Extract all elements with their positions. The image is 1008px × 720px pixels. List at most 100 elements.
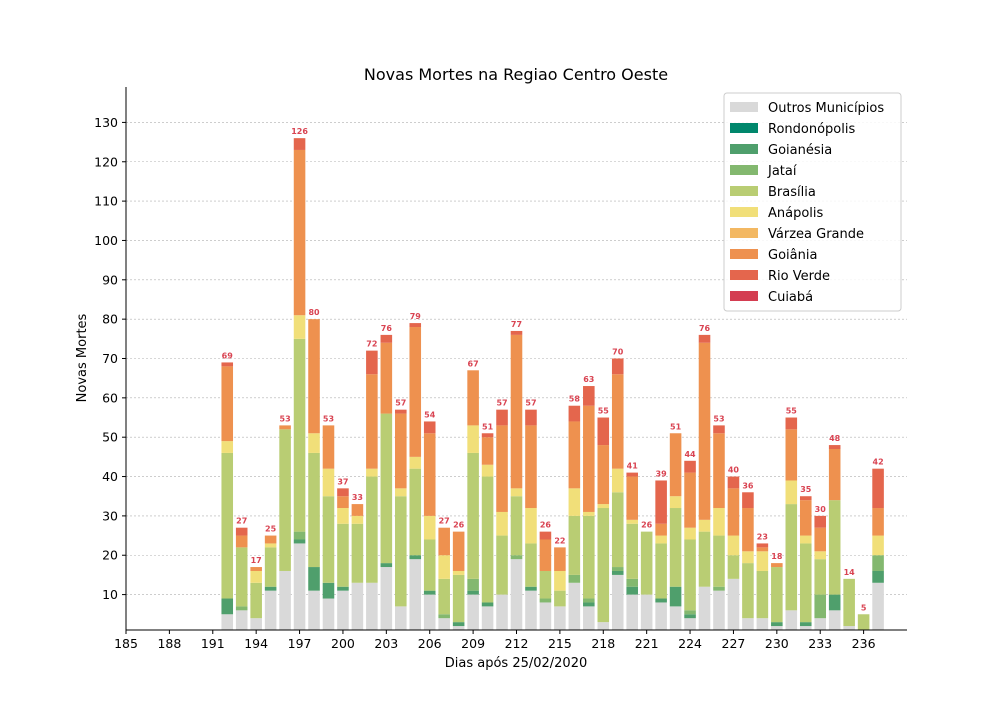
bar-segment-anapolis-217 <box>583 511 595 516</box>
bar-segment-outros-200 <box>337 590 349 630</box>
total-label-219: 70 <box>612 348 624 357</box>
legend-label-anapolis: Anápolis <box>768 206 824 221</box>
bar-segment-rioverde-229 <box>756 543 769 548</box>
total-label-231: 55 <box>786 407 798 416</box>
bar-segment-brasilia-217 <box>583 515 595 599</box>
bar-segment-outros-210 <box>481 606 494 630</box>
total-label-234: 48 <box>829 434 841 443</box>
bar-segment-goiania-212 <box>510 334 523 489</box>
bar-segment-anapolis-226 <box>713 508 725 536</box>
bar-stack-day-234 <box>828 445 841 630</box>
bar-segment-goiania-194 <box>250 567 262 571</box>
bar-segment-brasilia-196 <box>279 429 291 571</box>
bar-segment-outros-214 <box>539 602 552 630</box>
total-label-194: 17 <box>251 556 262 565</box>
bar-segment-goianesia-220 <box>626 586 638 595</box>
bar-segment-outros-207 <box>438 618 450 630</box>
bar-segment-jatai-220 <box>626 578 638 587</box>
bar-segment-brasilia-230 <box>771 567 783 623</box>
total-label-232: 35 <box>800 485 812 494</box>
total-label-195: 25 <box>265 525 277 534</box>
bar-segment-outros-225 <box>698 586 711 630</box>
y-tick-label-100: 100 <box>94 233 118 248</box>
x-tick-label-197: 197 <box>288 636 312 651</box>
legend-swatch-brasilia <box>730 186 758 196</box>
bar-stack-day-193 <box>235 527 248 630</box>
bar-segment-anapolis-210 <box>481 464 494 477</box>
total-label-213: 57 <box>525 399 536 408</box>
bar-segment-goiania-213 <box>525 425 537 509</box>
total-label-228: 36 <box>742 481 754 490</box>
bar-segment-jatai-207 <box>438 614 450 619</box>
bar-segment-anapolis-208 <box>452 570 465 575</box>
bar-stack-day-198 <box>308 319 320 630</box>
bar-segment-goianesia-198 <box>308 567 320 591</box>
total-label-223: 51 <box>670 422 682 431</box>
bar-stack-day-229 <box>756 543 769 630</box>
bar-stack-day-228 <box>742 492 754 630</box>
total-label-208: 26 <box>453 521 465 530</box>
total-label-230: 18 <box>771 552 783 561</box>
bar-segment-outros-201 <box>351 582 364 630</box>
bar-segment-goiania-227 <box>727 488 740 536</box>
total-label-224: 44 <box>684 450 696 459</box>
bar-segment-goiania-214 <box>539 539 552 571</box>
bar-segment-rioverde-224 <box>684 460 696 473</box>
bar-segment-jatai-226 <box>713 586 725 591</box>
bar-segment-outros-230 <box>771 626 783 630</box>
bar-segment-outros-197 <box>293 543 306 630</box>
bar-segment-outros-227 <box>727 578 740 630</box>
y-tick-label-20: 20 <box>102 548 118 563</box>
bar-stack-day-232 <box>799 496 812 630</box>
total-label-225: 76 <box>699 324 711 333</box>
bar-segment-anapolis-206 <box>423 515 436 540</box>
bar-segment-brasilia-233 <box>814 559 827 595</box>
bar-segment-outros-196 <box>279 570 291 630</box>
bar-segment-anapolis-204 <box>395 488 407 497</box>
bar-segment-outros-192 <box>221 614 234 630</box>
bar-segment-anapolis-215 <box>554 570 566 591</box>
bar-segment-jatai-217 <box>583 598 595 603</box>
bar-segment-outros-217 <box>583 606 595 630</box>
bar-segment-goianesia-210 <box>481 602 494 607</box>
bar-segment-goiania-200 <box>337 496 349 509</box>
bar-segment-rioverde-202 <box>366 350 378 375</box>
bar-segment-outros-193 <box>235 610 248 630</box>
bar-segment-rioverde-217 <box>583 386 595 406</box>
y-tick-label-60: 60 <box>102 390 118 405</box>
bar-segment-brasilia-218 <box>597 508 610 623</box>
bar-stack-day-209 <box>467 370 479 630</box>
x-axis-title: Dias após 25/02/2020 <box>445 656 588 671</box>
bar-segment-goianesia-192 <box>221 598 234 615</box>
total-label-221: 26 <box>641 521 653 530</box>
legend-label-goianesia: Goianésia <box>768 143 832 158</box>
bar-segment-anapolis-213 <box>525 508 537 544</box>
bar-segment-jatai-216 <box>568 574 581 583</box>
bar-stack-day-208 <box>452 531 465 630</box>
legend-label-goiania: Goiânia <box>768 248 817 263</box>
bar-segment-outros-194 <box>250 618 262 630</box>
bars-group <box>221 138 884 630</box>
bar-segment-brasilia-215 <box>554 590 566 607</box>
bar-segment-brasilia-214 <box>539 570 552 599</box>
bar-segment-goiania-217 <box>583 405 595 512</box>
bar-segment-goianesia-197 <box>293 539 306 544</box>
bar-stack-day-210 <box>481 433 494 630</box>
bar-segment-rioverde-218 <box>597 417 610 446</box>
y-tick-label-10: 10 <box>102 587 118 602</box>
bar-segment-goianesia-219 <box>611 570 624 575</box>
legend-swatch-anapolis <box>730 207 758 217</box>
bar-stack-day-204 <box>395 409 407 630</box>
bar-segment-goianesia-232 <box>799 622 812 627</box>
bar-stack-day-205 <box>409 323 422 630</box>
x-tick-label-236: 236 <box>852 636 876 651</box>
bar-segment-brasilia-224 <box>684 539 696 611</box>
y-tick-label-50: 50 <box>102 430 118 445</box>
y-tick-label-30: 30 <box>102 508 118 523</box>
legend-swatch-goiania <box>730 249 758 259</box>
bar-segment-brasilia-202 <box>366 476 378 583</box>
bar-segment-brasilia-201 <box>351 523 364 583</box>
bar-segment-goiania-231 <box>785 429 798 481</box>
